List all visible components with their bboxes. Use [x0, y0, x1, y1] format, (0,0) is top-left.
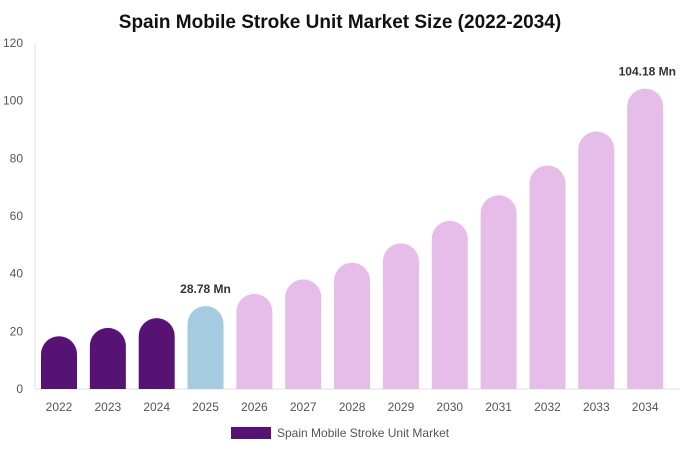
bar-2030[interactable] [431, 220, 468, 389]
bar-2022[interactable] [41, 336, 77, 389]
bar-2023[interactable] [89, 327, 126, 389]
y-tick-label: 40 [10, 267, 24, 281]
chart-title: Spain Mobile Stroke Unit Market Size (20… [119, 12, 561, 33]
x-axis: 2022 2023 2024 2025 2026 2027 2028 2029 2030 2031… [35, 388, 680, 414]
bar-2034[interactable] [627, 88, 664, 390]
y-axis: 0 20 40 60 80 100 120 [3, 36, 36, 396]
bars-group [41, 88, 664, 390]
x-tick-label: 2024 [143, 400, 170, 414]
bar-2028[interactable] [334, 262, 371, 389]
bar-2027[interactable] [285, 279, 322, 389]
y-tick-label: 0 [16, 382, 23, 396]
legend[interactable]: Spain Mobile Stroke Unit Market [231, 426, 450, 440]
x-tick-label: 2025 [192, 400, 219, 414]
x-tick-label: 2030 [436, 400, 463, 414]
x-tick-label: 2022 [46, 400, 73, 414]
bar-2031[interactable] [480, 195, 517, 389]
x-tick-label: 2033 [583, 400, 610, 414]
bar-2026[interactable] [236, 293, 273, 389]
x-tick-label: 2028 [339, 400, 366, 414]
x-tick-label: 2031 [485, 400, 512, 414]
legend-label[interactable]: Spain Mobile Stroke Unit Market [277, 426, 450, 440]
data-labels-group: 28.78 Mn 104.18 Mn [180, 65, 676, 296]
x-tick-label: 2034 [632, 400, 659, 414]
data-label-2025: 28.78 Mn [180, 282, 231, 296]
y-tick-label: 20 [10, 324, 24, 338]
x-tick-label: 2027 [290, 400, 317, 414]
x-tick-label: 2026 [241, 400, 268, 414]
x-tick-label: 2032 [534, 400, 561, 414]
bar-2032[interactable] [529, 165, 566, 389]
x-tick-label: 2029 [388, 400, 415, 414]
data-label-2034: 104.18 Mn [619, 65, 676, 79]
y-tick-label: 120 [3, 36, 23, 50]
legend-swatch[interactable] [231, 427, 271, 439]
y-tick-label: 60 [10, 209, 24, 223]
bar-2025[interactable] [187, 306, 224, 389]
y-tick-label: 100 [3, 94, 23, 108]
bar-2029[interactable] [382, 243, 419, 389]
bar-2024[interactable] [138, 318, 175, 389]
y-tick-label: 80 [10, 151, 24, 165]
bar-2033[interactable] [578, 131, 615, 390]
x-tick-label: 2023 [94, 400, 121, 414]
